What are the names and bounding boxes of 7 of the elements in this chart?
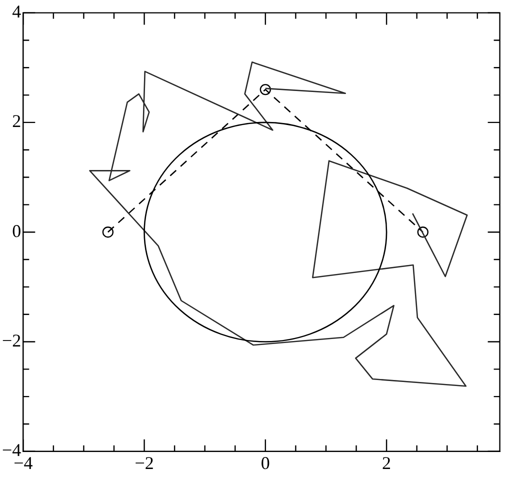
x-tick-label: 2	[382, 452, 392, 473]
x-tick-label: 0	[260, 452, 270, 473]
y-tick-label: 2	[12, 111, 22, 132]
y-tick-label: 0	[12, 220, 22, 241]
y-tick-label: −2	[2, 330, 22, 350]
x-tick-label: −2	[134, 452, 154, 473]
y-tick-label: 4	[12, 2, 22, 22]
